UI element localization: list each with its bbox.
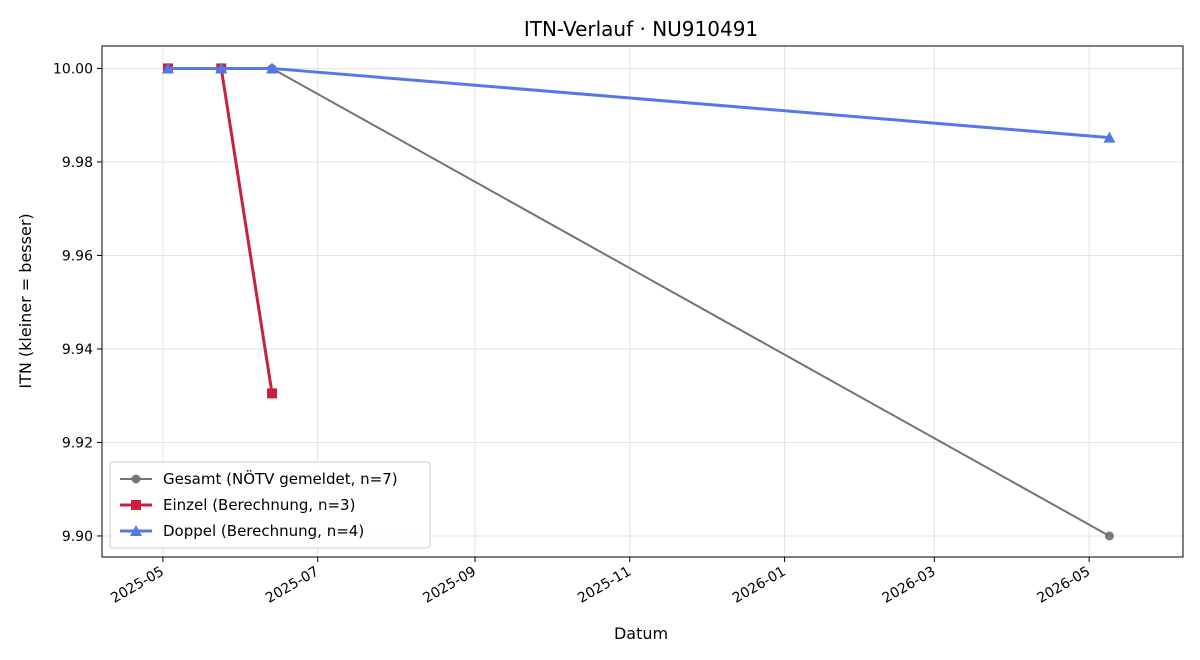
y-tick-label: 9.90 xyxy=(62,529,93,545)
x-tick-label: 2026-01 xyxy=(730,564,789,607)
series-layer xyxy=(161,62,1116,541)
data-point xyxy=(161,62,174,74)
data-point xyxy=(267,388,278,399)
legend-swatch-marker xyxy=(131,474,141,484)
series-3 xyxy=(161,62,1116,143)
data-point xyxy=(266,62,279,74)
y-tick-label: 9.92 xyxy=(62,435,93,451)
y-axis-label: ITN (kleiner = besser) xyxy=(16,213,35,388)
y-tick-label: 9.96 xyxy=(62,248,93,264)
y-tick-label: 9.94 xyxy=(62,342,93,358)
series-line xyxy=(167,66,1110,140)
legend-label: Gesamt (NÖTV gemeldet, n=7) xyxy=(163,469,398,488)
x-axis-label: Datum xyxy=(614,624,668,643)
x-tick-label: 2025-09 xyxy=(420,564,479,607)
x-tick-label: 2026-03 xyxy=(880,564,939,607)
data-point xyxy=(1104,531,1114,541)
legend-swatch-marker xyxy=(131,500,141,510)
chart-title: ITN-Verlauf · NU910491 xyxy=(524,17,758,41)
x-tick-label: 2025-05 xyxy=(108,564,167,607)
legend-label: Doppel (Berechnung, n=4) xyxy=(163,522,364,540)
x-tick-label: 2026-05 xyxy=(1034,564,1093,607)
x-tick-label: 2025-11 xyxy=(575,564,634,607)
legend: Gesamt (NÖTV gemeldet, n=7) Einzel (Berec… xyxy=(109,461,431,549)
plot-frame xyxy=(101,45,1184,558)
data-point xyxy=(1103,131,1116,143)
legend-swatch-marker xyxy=(130,525,142,536)
series-line xyxy=(271,67,1110,537)
legend-box xyxy=(109,461,431,549)
x-tick-label: 2025-07 xyxy=(263,564,322,607)
y-tick-label: 10.00 xyxy=(53,61,93,77)
legend-label: Einzel (Berechnung, n=3) xyxy=(163,496,355,514)
data-point xyxy=(215,62,228,74)
y-tick-label: 9.98 xyxy=(62,155,93,171)
